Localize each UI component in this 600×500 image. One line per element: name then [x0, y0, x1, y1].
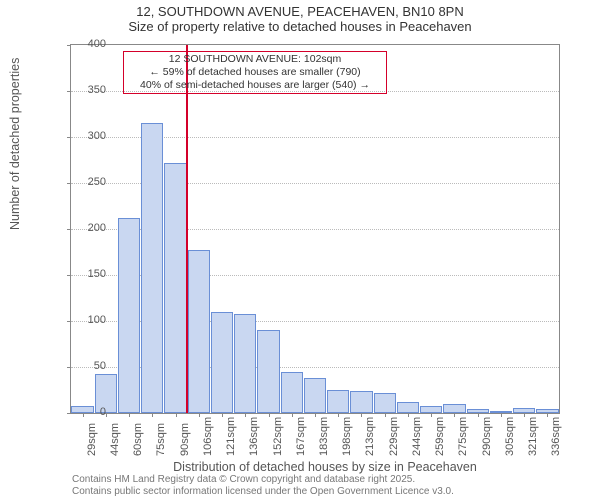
x-tick-mark	[431, 413, 432, 417]
histogram-bar	[141, 123, 163, 413]
y-tick-mark	[67, 367, 71, 368]
x-tick-mark	[385, 413, 386, 417]
x-tick-mark	[478, 413, 479, 417]
x-tick-label: 90sqm	[179, 423, 191, 456]
x-tick-mark	[547, 413, 548, 417]
y-tick-label: 300	[76, 130, 106, 142]
x-tick-mark	[315, 413, 316, 417]
page-title: 12, SOUTHDOWN AVENUE, PEACEHAVEN, BN10 8…	[0, 4, 600, 19]
histogram-bar	[211, 312, 233, 413]
x-tick-label: 29sqm	[86, 423, 98, 456]
y-tick-label: 150	[76, 268, 106, 280]
x-tick-mark	[269, 413, 270, 417]
x-tick-mark	[152, 413, 153, 417]
footer-line-1: Contains HM Land Registry data © Crown c…	[72, 474, 454, 486]
histogram-bar	[234, 314, 256, 413]
histogram-bar	[443, 404, 465, 413]
y-tick-label: 200	[76, 222, 106, 234]
x-tick-mark	[222, 413, 223, 417]
histogram-bar	[164, 163, 186, 413]
x-tick-label: 106sqm	[202, 417, 214, 456]
histogram-bar	[281, 372, 303, 413]
histogram-bar	[118, 218, 140, 413]
histogram-bar	[350, 391, 372, 413]
x-tick-label: 121sqm	[225, 417, 237, 456]
y-tick-label: 400	[76, 38, 106, 50]
histogram-bar	[374, 393, 396, 413]
title-block: 12, SOUTHDOWN AVENUE, PEACEHAVEN, BN10 8…	[0, 0, 600, 34]
y-axis-label: Number of detached properties	[8, 58, 22, 230]
callout-line: ← 59% of detached houses are smaller (79…	[128, 66, 382, 79]
callout-box: 12 SOUTHDOWN AVENUE: 102sqm← 59% of deta…	[123, 51, 387, 94]
x-tick-label: 198sqm	[341, 417, 353, 456]
y-tick-label: 350	[76, 84, 106, 96]
y-tick-mark	[67, 321, 71, 322]
y-tick-mark	[67, 275, 71, 276]
y-tick-mark	[67, 413, 71, 414]
y-tick-mark	[67, 183, 71, 184]
x-tick-label: 321sqm	[527, 417, 539, 456]
histogram-bar	[420, 406, 442, 413]
footer-line-2: Contains public sector information licen…	[72, 486, 454, 498]
x-tick-label: 336sqm	[550, 417, 562, 456]
x-tick-label: 259sqm	[434, 417, 446, 456]
x-tick-mark	[361, 413, 362, 417]
y-tick-mark	[67, 45, 71, 46]
y-tick-label: 100	[76, 314, 106, 326]
histogram-bar	[304, 378, 326, 413]
page-subtitle: Size of property relative to detached ho…	[0, 19, 600, 34]
callout-line: 40% of semi-detached houses are larger (…	[128, 79, 382, 92]
x-tick-mark	[338, 413, 339, 417]
y-tick-label: 50	[76, 360, 106, 372]
x-tick-mark	[176, 413, 177, 417]
x-tick-label: 167sqm	[295, 417, 307, 456]
footer-attribution: Contains HM Land Registry data © Crown c…	[72, 474, 454, 498]
x-tick-label: 229sqm	[388, 417, 400, 456]
callout-line: 12 SOUTHDOWN AVENUE: 102sqm	[128, 53, 382, 66]
x-tick-label: 60sqm	[132, 423, 144, 456]
y-tick-label: 250	[76, 176, 106, 188]
x-tick-label: 213sqm	[364, 417, 376, 456]
x-tick-label: 75sqm	[155, 423, 167, 456]
x-tick-mark	[199, 413, 200, 417]
x-tick-label: 183sqm	[318, 417, 330, 456]
histogram-bar	[327, 390, 349, 413]
x-axis-label: Distribution of detached houses by size …	[0, 460, 600, 474]
x-tick-label: 244sqm	[411, 417, 423, 456]
x-tick-label: 275sqm	[457, 417, 469, 456]
histogram-bar	[188, 250, 210, 413]
histogram-bar	[257, 330, 279, 413]
x-tick-mark	[501, 413, 502, 417]
x-tick-label: 305sqm	[504, 417, 516, 456]
y-tick-label: 0	[76, 406, 106, 418]
y-tick-mark	[67, 229, 71, 230]
x-tick-mark	[292, 413, 293, 417]
y-tick-mark	[67, 91, 71, 92]
x-tick-label: 44sqm	[109, 423, 121, 456]
marker-line	[186, 45, 188, 413]
x-tick-mark	[129, 413, 130, 417]
x-tick-label: 290sqm	[481, 417, 493, 456]
x-tick-label: 136sqm	[248, 417, 260, 456]
chart-plot-area: 12 SOUTHDOWN AVENUE: 102sqm← 59% of deta…	[70, 44, 560, 414]
x-tick-mark	[408, 413, 409, 417]
x-tick-mark	[524, 413, 525, 417]
histogram-bar	[397, 402, 419, 413]
y-tick-mark	[67, 137, 71, 138]
x-tick-label: 152sqm	[272, 417, 284, 456]
x-tick-mark	[245, 413, 246, 417]
x-tick-mark	[454, 413, 455, 417]
